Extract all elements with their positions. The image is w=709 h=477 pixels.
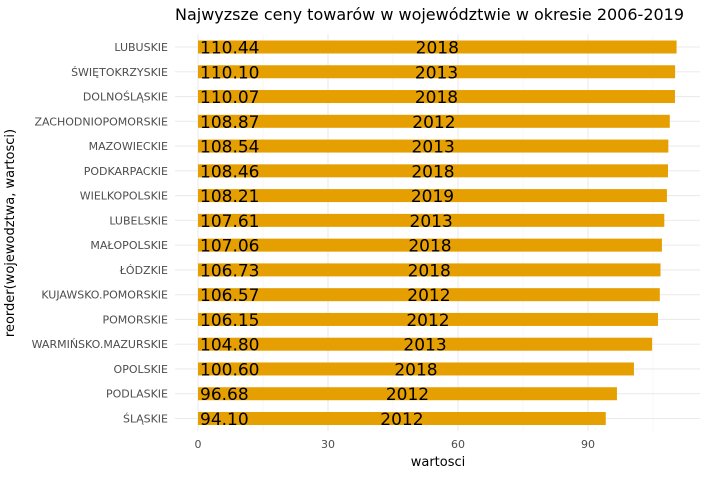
value-label: 107.61 xyxy=(200,212,259,232)
bar xyxy=(198,312,658,326)
y-tick-label: ŁÓDZKIE xyxy=(119,264,168,277)
y-axis-title: reorder(wojewodztwa, wartosci) xyxy=(3,129,18,337)
value-label: 106.57 xyxy=(200,286,259,306)
year-label: 2018 xyxy=(416,39,459,59)
value-label: 110.44 xyxy=(200,39,259,59)
value-label: 94.10 xyxy=(200,410,249,430)
y-tick-label: ZACHODNIOPOMORSKIE xyxy=(34,115,168,128)
y-tick-label: PODLASKIE xyxy=(106,388,168,401)
bar xyxy=(198,164,668,178)
year-label: 2012 xyxy=(412,113,455,133)
bar xyxy=(198,337,653,351)
value-label: 110.10 xyxy=(200,63,259,83)
value-label: 96.68 xyxy=(200,385,249,405)
year-label: 2019 xyxy=(411,187,454,207)
year-label: 2013 xyxy=(412,138,455,158)
y-tick-label: KUJAWSKO.POMORSKIE xyxy=(41,289,168,302)
bar xyxy=(198,288,660,302)
year-label: 2013 xyxy=(415,63,458,83)
value-label: 100.60 xyxy=(200,360,259,380)
year-label: 2012 xyxy=(407,286,450,306)
bar xyxy=(198,65,676,79)
bar xyxy=(198,40,677,54)
y-tick-label: OPOLSKIE xyxy=(114,363,169,376)
y-tick-label: MAZOWIECKIE xyxy=(89,140,168,153)
year-label: 2018 xyxy=(415,88,458,108)
bar xyxy=(198,238,662,252)
year-label: 2018 xyxy=(408,261,451,281)
year-label: 2018 xyxy=(394,360,437,380)
bar xyxy=(198,139,669,153)
year-label: 2013 xyxy=(403,336,446,356)
year-label: 2012 xyxy=(380,410,423,430)
value-label: 108.21 xyxy=(200,187,259,207)
chart-title: Najwyzsze ceny towarów w województwie w … xyxy=(175,5,684,24)
y-tick-label: MAŁOPOLSKIE xyxy=(90,239,168,252)
bar xyxy=(198,213,665,227)
x-axis-title: wartosci xyxy=(411,455,466,470)
value-label: 104.80 xyxy=(200,336,259,356)
y-tick-label: WARMIŃSKO.MAZURSKIE xyxy=(32,338,168,351)
bar xyxy=(198,412,606,425)
year-label: 2018 xyxy=(408,237,451,257)
y-tick-label: ŚLĄSKIE xyxy=(123,413,168,426)
year-label: 2012 xyxy=(406,311,449,331)
bar xyxy=(198,90,675,104)
bar xyxy=(198,387,617,401)
x-tick-labels: 0 30 60 90 xyxy=(195,438,596,451)
value-label: 106.73 xyxy=(200,261,259,281)
value-label: 108.46 xyxy=(200,162,259,182)
year-label: 2013 xyxy=(410,212,453,232)
value-label: 106.15 xyxy=(200,311,259,331)
x-tick-label: 30 xyxy=(321,438,335,451)
bar xyxy=(198,362,634,376)
x-tick-label: 60 xyxy=(451,438,465,451)
y-tick-labels: LUBUSKIE ŚWIĘTOKRZYSKIE DOLNOŚLĄSKIE ZACHOD… xyxy=(32,41,168,426)
value-label: 108.87 xyxy=(200,113,259,133)
y-tick-label: ŚWIĘTOKRZYSKIE xyxy=(71,66,168,79)
data-labels: 110.44 2018 110.10 2013 110.07 2018 108.87 2012… xyxy=(200,39,459,431)
bar xyxy=(198,189,667,203)
bar xyxy=(198,114,670,128)
year-label: 2018 xyxy=(411,162,454,182)
bars xyxy=(198,40,677,425)
x-tick-label: 0 xyxy=(195,438,202,451)
y-tick-label: DOLNOŚLĄSKIE xyxy=(83,91,168,104)
value-label: 108.54 xyxy=(200,138,259,158)
year-label: 2012 xyxy=(386,385,429,405)
value-label: 110.07 xyxy=(200,88,259,108)
x-tick-label: 90 xyxy=(581,438,595,451)
value-label: 107.06 xyxy=(200,237,259,257)
y-tick-label: PODKARPACKIE xyxy=(84,165,168,178)
y-tick-label: LUBELSKIE xyxy=(109,214,168,227)
y-tick-label: LUBUSKIE xyxy=(114,41,168,54)
y-tick-label: POMORSKIE xyxy=(103,313,169,326)
bar xyxy=(198,263,661,277)
y-tick-label: WIELKOPOLSKIE xyxy=(80,190,168,203)
